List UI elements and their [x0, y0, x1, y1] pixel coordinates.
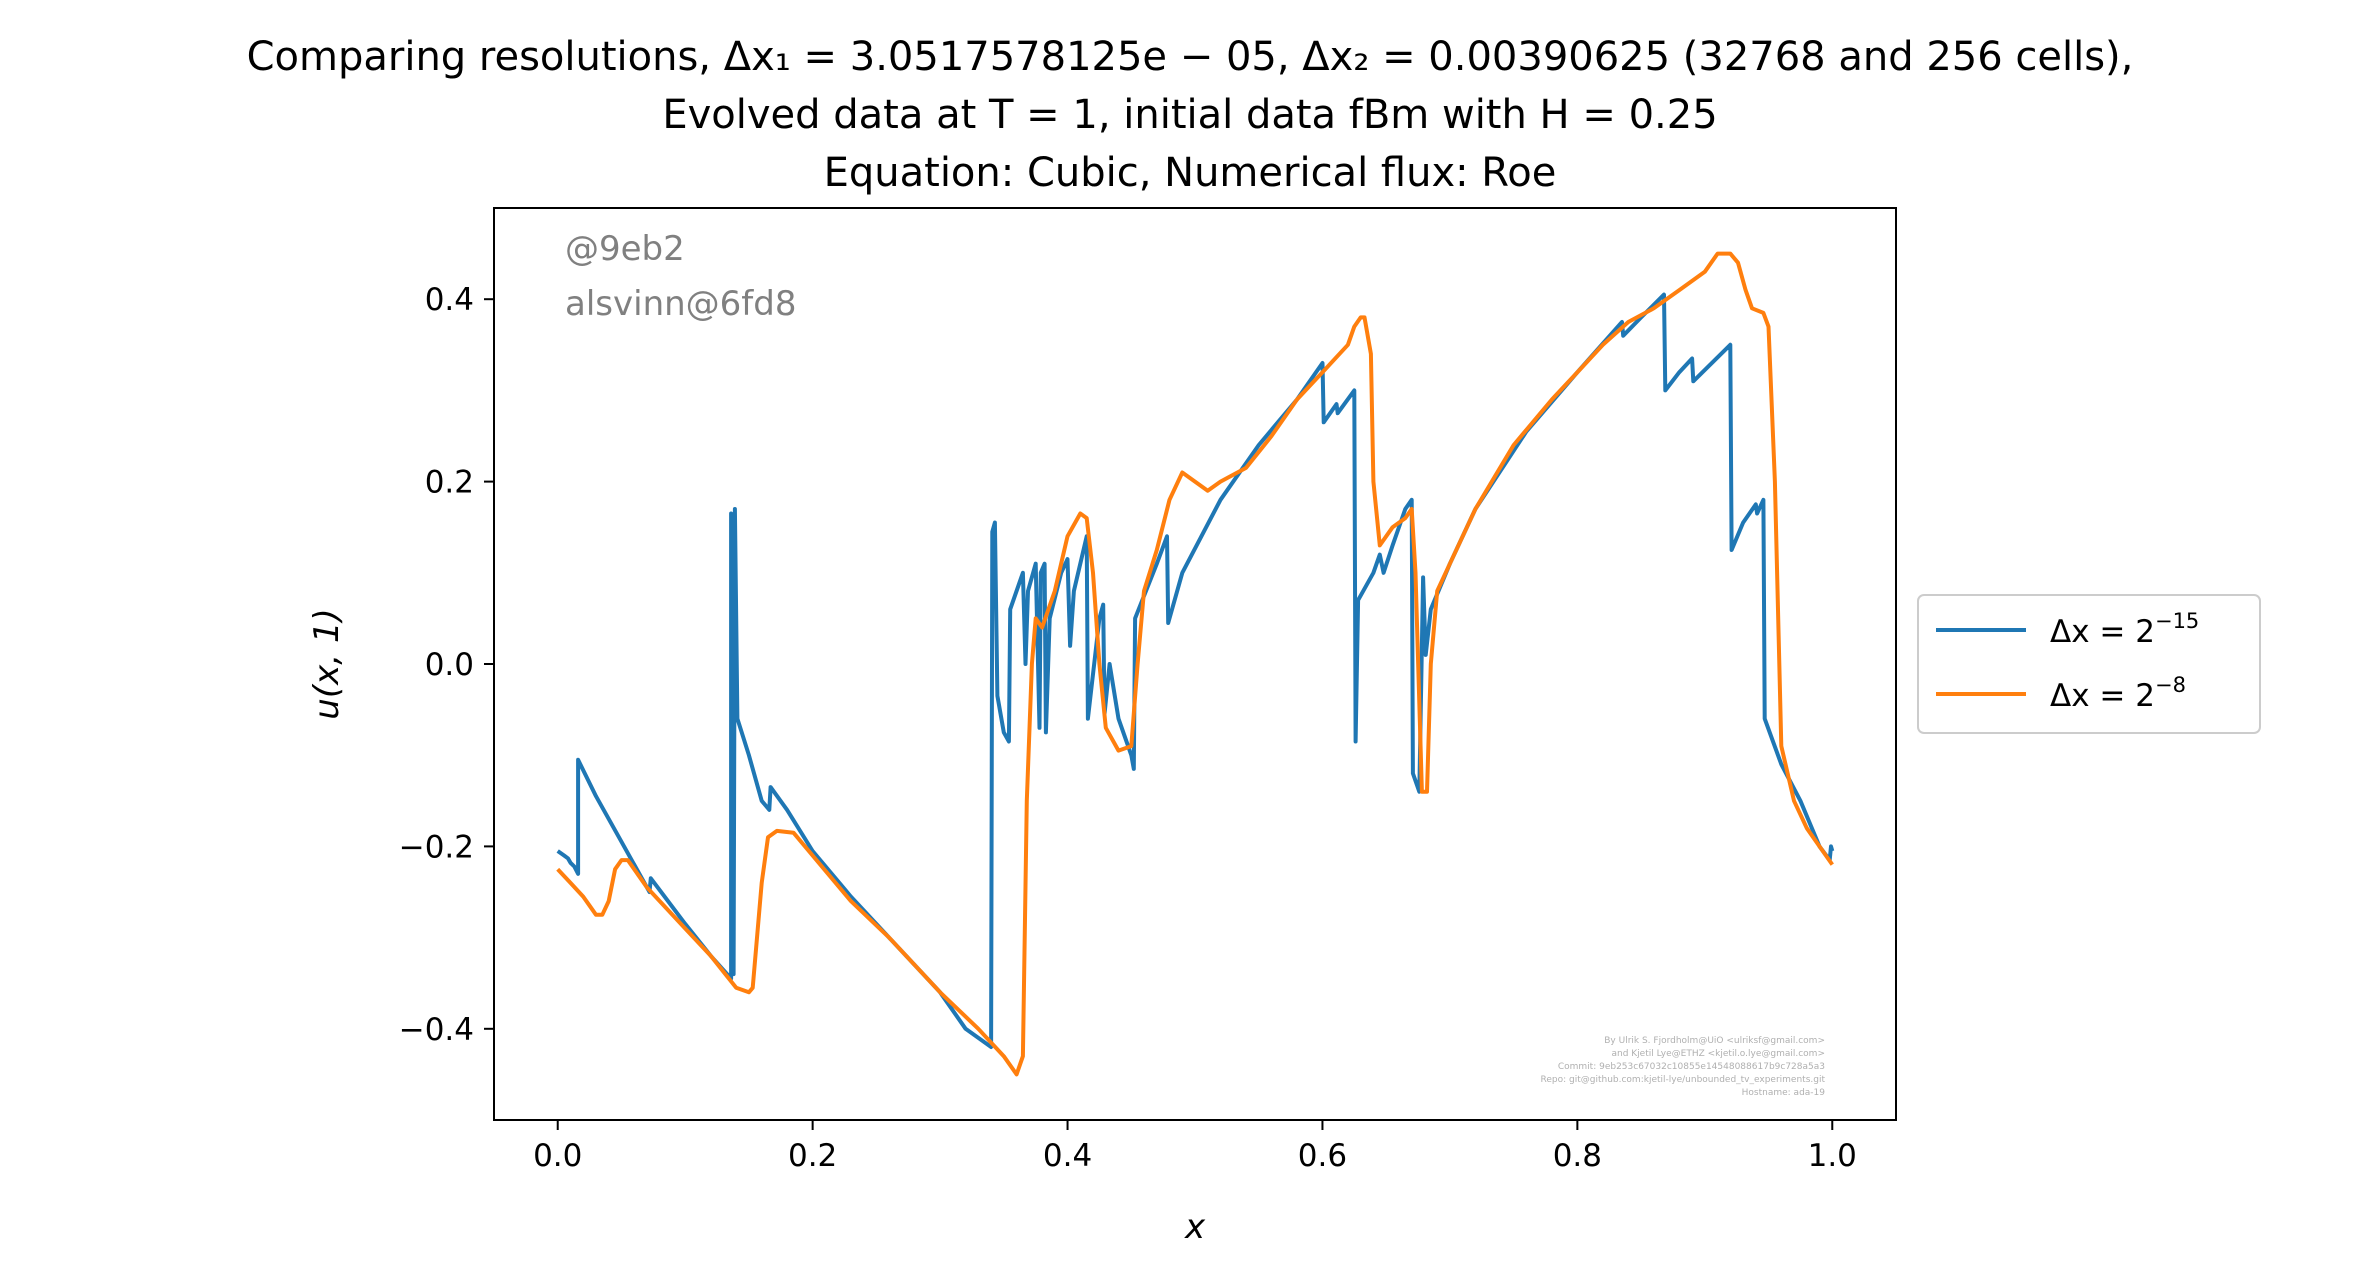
x-axis: 0.0 0.2 0.4 0.6 0.8 1.0	[533, 1120, 1857, 1174]
legend-label-series-1-base: Δx = 2	[2050, 614, 2155, 650]
y-axis-label: u(x, 1)	[307, 608, 347, 719]
credit-line-5: Hostname: ada-19	[1742, 1088, 1826, 1098]
legend-label-series-2-base: Δx = 2	[2050, 678, 2155, 714]
y-tick-label: 0.2	[425, 465, 474, 501]
series-group	[556, 251, 1835, 1077]
x-tick-label: 0.6	[1298, 1138, 1347, 1174]
legend-label-series-2: Δx = 2−8	[2050, 673, 2186, 714]
legend-label-series-1: Δx = 2−15	[2050, 609, 2199, 650]
title-line-3: Equation: Cubic, Numerical flux: Roe	[824, 150, 1557, 196]
plot-area	[494, 208, 1896, 1120]
series-line-1	[556, 292, 1835, 1049]
legend: Δx = 2−15 Δx = 2−8	[1917, 594, 2261, 734]
y-tick-label: 0.4	[425, 282, 474, 318]
x-tick-label: 1.0	[1808, 1138, 1857, 1174]
legend-label-series-1-exp: −15	[2155, 609, 2199, 633]
x-tick-label: 0.2	[788, 1138, 837, 1174]
x-tick-label: 0.8	[1553, 1138, 1602, 1174]
x-tick-label: 0.4	[1043, 1138, 1092, 1174]
watermark-line-1: @9eb2	[565, 229, 685, 269]
credits: By Ulrik S. Fjordholm@UiO <ulriksf@gmail…	[1541, 1036, 1826, 1098]
credit-line-1: By Ulrik S. Fjordholm@UiO <ulriksf@gmail…	[1604, 1036, 1825, 1046]
credit-line-2: and Kjetil Lye@ETHZ <kjetil.o.lye@gmail.…	[1611, 1049, 1825, 1059]
series-line-2	[556, 251, 1834, 1077]
watermark-line-2: alsvinn@6fd8	[565, 284, 796, 324]
y-axis: −0.4 −0.2 0.0 0.2 0.4	[399, 282, 494, 1048]
title-line-2: Evolved data at T = 1, initial data fBm …	[662, 92, 1717, 138]
x-tick-label: 0.0	[533, 1138, 582, 1174]
y-tick-label: 0.0	[425, 647, 474, 683]
y-tick-label: −0.2	[399, 829, 474, 865]
legend-label-series-2-exp: −8	[2155, 673, 2186, 697]
credit-line-4: Repo: git@github.com:kjetil-lye/unbounde…	[1541, 1075, 1826, 1085]
chart-title: Comparing resolutions, Δx₁ = 3.051757812…	[247, 34, 2134, 196]
title-line-1: Comparing resolutions, Δx₁ = 3.051757812…	[247, 34, 2134, 80]
y-tick-label: −0.4	[399, 1012, 474, 1048]
x-axis-label: x	[1184, 1207, 1206, 1247]
credit-line-3: Commit: 9eb253c67032c10855e14548088617b9…	[1558, 1062, 1825, 1072]
